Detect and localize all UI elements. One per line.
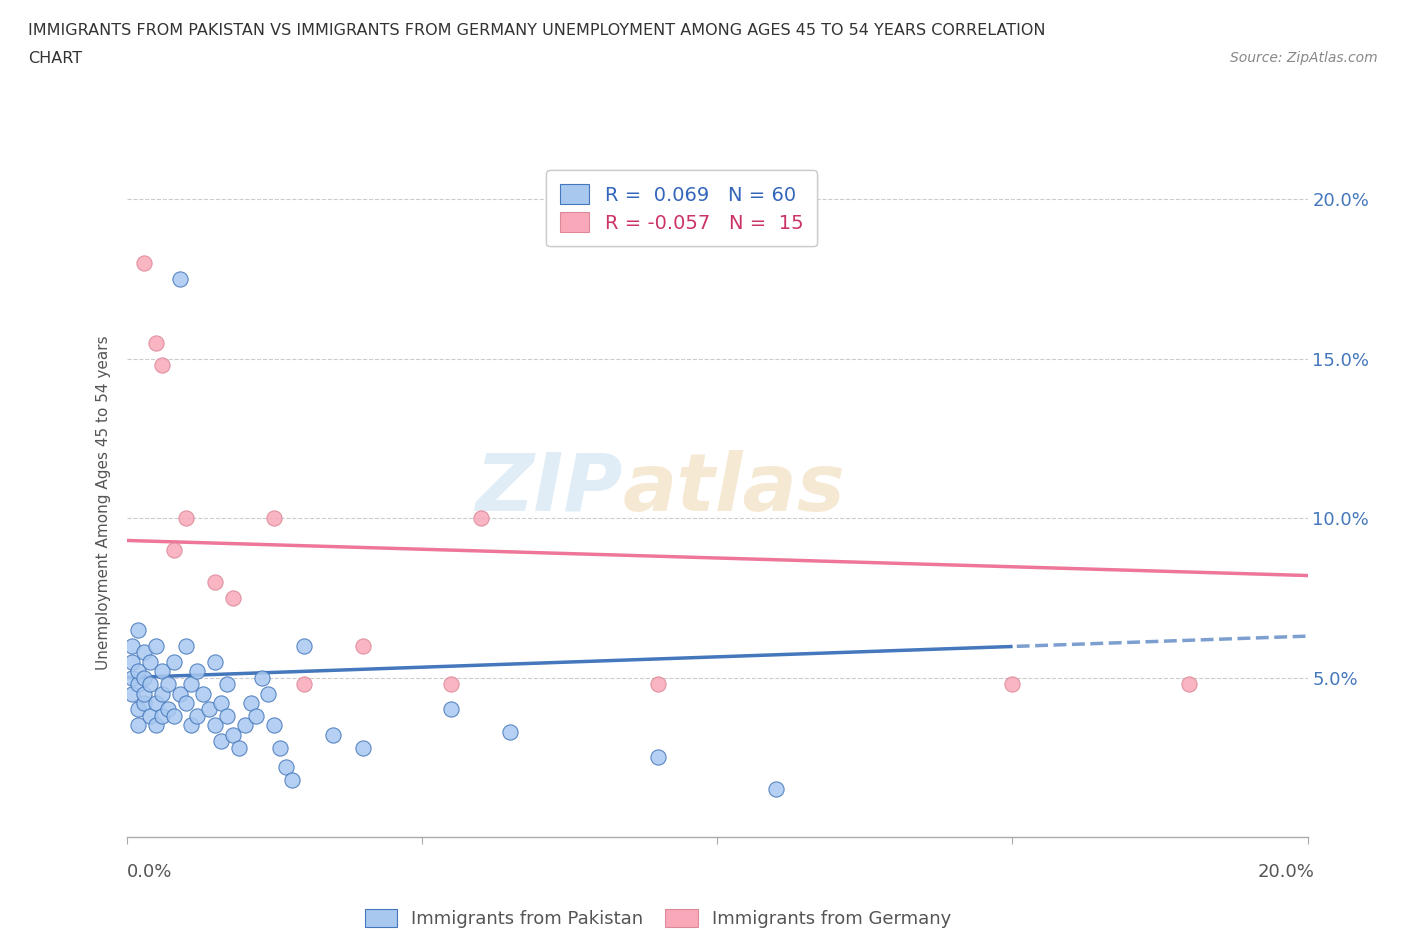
- Point: [222, 727, 245, 742]
- Point: [204, 654, 226, 669]
- Point: [127, 622, 149, 637]
- Point: [134, 644, 156, 659]
- Point: [121, 686, 143, 701]
- Point: [127, 718, 149, 733]
- Point: [470, 511, 492, 525]
- Point: [134, 686, 156, 701]
- Point: [281, 772, 304, 787]
- Point: [499, 724, 522, 739]
- Text: ZIP: ZIP: [475, 450, 623, 528]
- Point: [322, 727, 344, 742]
- Point: [1001, 676, 1024, 691]
- Point: [145, 638, 167, 653]
- Text: atlas: atlas: [623, 450, 845, 528]
- Point: [145, 718, 167, 733]
- Point: [352, 638, 374, 653]
- Point: [274, 760, 297, 775]
- Point: [134, 256, 156, 271]
- Point: [163, 542, 186, 557]
- Point: [169, 272, 191, 286]
- Point: [204, 575, 226, 590]
- Point: [245, 709, 267, 724]
- Point: [263, 511, 285, 525]
- Point: [209, 734, 232, 749]
- Point: [180, 676, 202, 691]
- Point: [156, 676, 179, 691]
- Point: [440, 676, 463, 691]
- Point: [352, 740, 374, 755]
- Text: 0.0%: 0.0%: [127, 863, 172, 882]
- Point: [292, 638, 315, 653]
- Point: [121, 638, 143, 653]
- Point: [156, 702, 179, 717]
- Point: [127, 664, 149, 679]
- Y-axis label: Unemployment Among Ages 45 to 54 years: Unemployment Among Ages 45 to 54 years: [96, 335, 111, 670]
- Point: [150, 358, 173, 373]
- Point: [127, 702, 149, 717]
- Point: [233, 718, 256, 733]
- Point: [269, 740, 291, 755]
- Point: [139, 676, 162, 691]
- Point: [174, 696, 197, 711]
- Point: [209, 696, 232, 711]
- Text: Source: ZipAtlas.com: Source: ZipAtlas.com: [1230, 51, 1378, 65]
- Point: [1178, 676, 1201, 691]
- Point: [647, 676, 669, 691]
- Point: [198, 702, 221, 717]
- Point: [193, 686, 215, 701]
- Point: [145, 336, 167, 351]
- Text: CHART: CHART: [28, 51, 82, 66]
- Point: [169, 686, 191, 701]
- Text: IMMIGRANTS FROM PAKISTAN VS IMMIGRANTS FROM GERMANY UNEMPLOYMENT AMONG AGES 45 T: IMMIGRANTS FROM PAKISTAN VS IMMIGRANTS F…: [28, 23, 1046, 38]
- Point: [263, 718, 285, 733]
- Point: [139, 709, 162, 724]
- Point: [228, 740, 250, 755]
- Point: [186, 709, 208, 724]
- Point: [174, 511, 197, 525]
- Point: [121, 654, 143, 669]
- Text: 20.0%: 20.0%: [1258, 863, 1315, 882]
- Point: [150, 686, 173, 701]
- Legend: R =  0.069   N = 60, R = -0.057   N =  15: R = 0.069 N = 60, R = -0.057 N = 15: [547, 170, 817, 246]
- Point: [252, 671, 274, 685]
- Point: [127, 676, 149, 691]
- Point: [163, 654, 186, 669]
- Point: [134, 696, 156, 711]
- Point: [204, 718, 226, 733]
- Point: [292, 676, 315, 691]
- Point: [150, 664, 173, 679]
- Point: [239, 696, 262, 711]
- Point: [257, 686, 280, 701]
- Point: [139, 654, 162, 669]
- Point: [121, 671, 143, 685]
- Point: [765, 782, 787, 797]
- Point: [222, 591, 245, 605]
- Point: [163, 709, 186, 724]
- Point: [186, 664, 208, 679]
- Point: [215, 676, 238, 691]
- Point: [145, 696, 167, 711]
- Point: [180, 718, 202, 733]
- Point: [150, 709, 173, 724]
- Point: [647, 750, 669, 764]
- Point: [440, 702, 463, 717]
- Point: [134, 671, 156, 685]
- Point: [215, 709, 238, 724]
- Point: [174, 638, 197, 653]
